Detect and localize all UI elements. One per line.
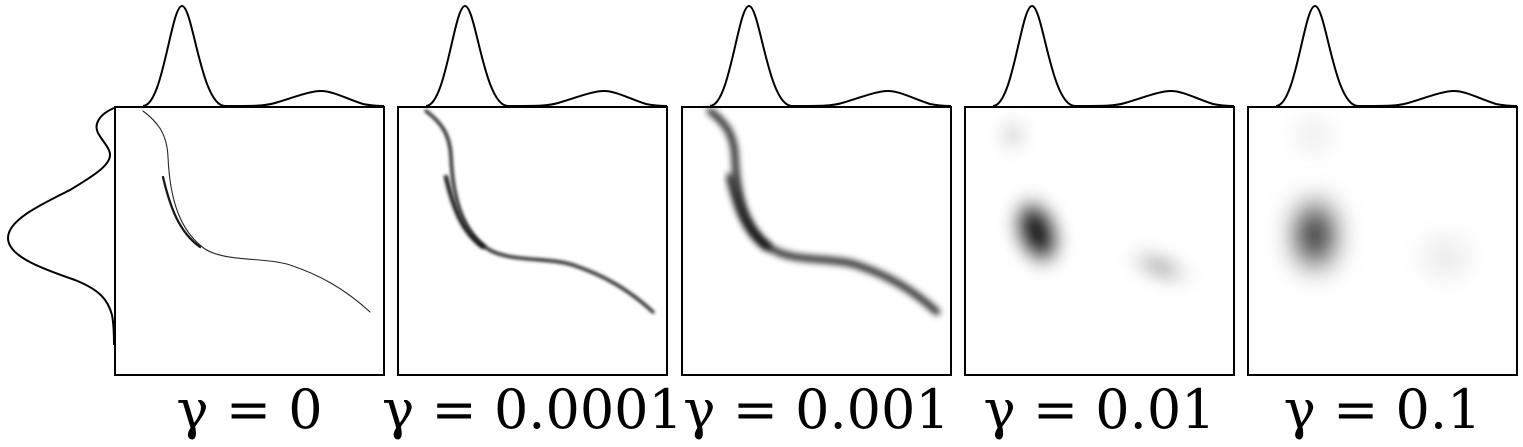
top-marginal-curve [425, 4, 668, 108]
top-marginal-curve [992, 4, 1235, 108]
top-marginal-curve [142, 4, 385, 108]
panel-3 [681, 4, 952, 376]
panel-frame [397, 106, 668, 376]
panel-frame [964, 106, 1235, 376]
transport-plan [424, 109, 655, 314]
transport-plan [1289, 115, 1482, 287]
panel-frame [681, 106, 952, 376]
transport-plan [999, 113, 1200, 288]
panel-5-label: γ = 0.1 [1283, 378, 1482, 441]
panel-2 [397, 4, 668, 376]
panel-2-label: γ = 0.0001 [382, 378, 683, 441]
left-marginal-curve [6, 107, 115, 346]
top-marginal-curve [1275, 4, 1518, 108]
panel-frame [1247, 106, 1518, 376]
panel-1-label: γ = 0 [176, 378, 323, 441]
panel-4-label: γ = 0.01 [983, 378, 1216, 441]
transport-plan [707, 108, 940, 315]
transport-plan [142, 110, 371, 313]
panel-1 [114, 4, 385, 376]
top-marginal-curve [709, 4, 952, 108]
panel-3-label: γ = 0.001 [683, 378, 950, 441]
panel-frame [114, 106, 385, 376]
panel-5 [1247, 4, 1518, 376]
panel-4 [964, 4, 1235, 376]
